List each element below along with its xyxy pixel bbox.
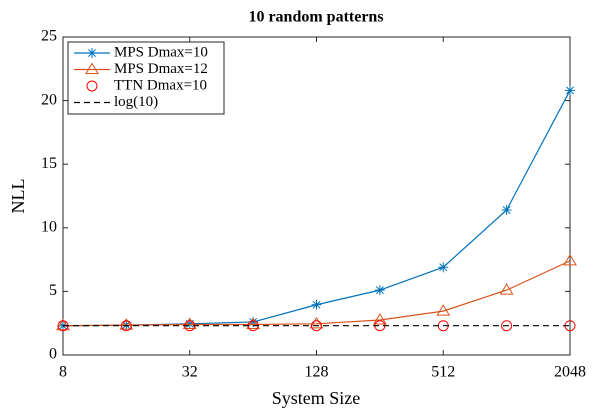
marker-star [374,285,385,296]
y-tick-label: 10 [41,218,57,235]
marker-circle [120,320,132,332]
x-tick-label: 128 [305,364,329,381]
y-tick-label: 20 [41,91,57,108]
marker-circle [311,320,322,332]
marker-triangle [309,316,324,329]
legend-label: log(10) [114,94,158,110]
marker-triangle [436,304,451,316]
x-axis-label: System Size [272,388,361,408]
marker-triangle [56,318,70,331]
y-tick-label: 5 [49,282,57,299]
marker-triangle [182,317,197,329]
legend-label: MPS Dmax=10 [114,44,208,60]
marker-circle [501,320,513,332]
y-tick-label: 25 [41,28,57,45]
series-line [62,260,571,327]
chart-title: 10 random patterns [248,9,383,26]
legend-marker [85,62,99,74]
x-tick-label: 512 [431,364,455,381]
legend-label: TTN Dmax=10 [114,77,207,93]
marker-star [184,318,195,329]
marker-triangle [246,317,261,329]
marker-star [438,262,449,273]
x-tick-label: 2048 [554,364,586,381]
y-tick-label: 15 [41,155,57,172]
marker-star [311,299,322,310]
marker-star [501,204,512,215]
y-tick-label: 0 [49,346,57,363]
legend-marker [86,80,98,92]
marker-star [248,316,259,327]
legend-label: MPS Dmax=12 [114,61,208,77]
marker-triangle [372,313,387,325]
marker-star [565,85,575,96]
marker-triangle [119,318,134,330]
marker-triangle [563,253,577,266]
x-tick-label: 32 [182,364,198,381]
legend-marker [87,48,97,58]
y-axis-label: NLL [8,179,28,214]
marker-triangle [499,283,514,295]
x-tick-label: 8 [59,364,67,381]
